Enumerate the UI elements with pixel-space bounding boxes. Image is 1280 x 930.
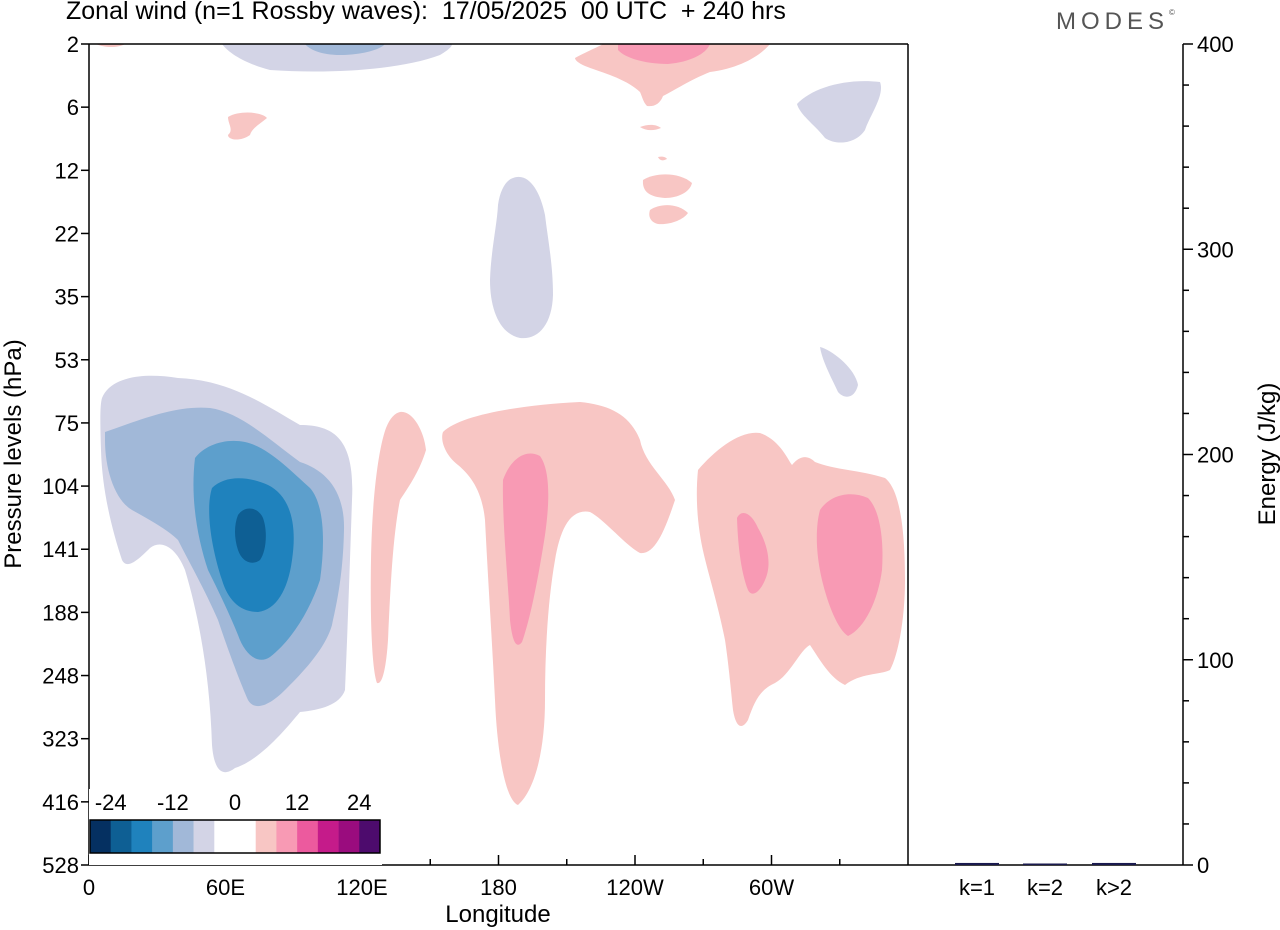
colorbar-swatch (193, 820, 215, 853)
energy-bar (1023, 863, 1067, 865)
wavenumber-label: k=1 (959, 875, 995, 900)
colorbar-swatch (152, 820, 174, 853)
energy-tick-label: 0 (1197, 853, 1209, 878)
energy-panel: 0 100 200 300 400 k=1 k=2 k>2 Energy (J/kg) (908, 32, 1280, 900)
contour-pos-4-s2 (640, 124, 661, 131)
longitude-tick-label: 180 (480, 875, 517, 900)
pressure-tick-label: 6 (67, 95, 79, 120)
energy-bars (955, 862, 1136, 865)
energy-axis-label: Energy (J/kg) (1254, 383, 1280, 526)
contour-pos-4-top (575, 44, 770, 107)
pressure-tick-label: 12 (55, 158, 79, 183)
contour-pos-4-s3 (658, 156, 667, 161)
colorbar-swatch (359, 820, 381, 853)
colorbar-swatch (110, 820, 132, 853)
chart-title: Zonal wind (n=1 Rossby waves): 17/05/202… (66, 0, 786, 25)
contour-pos-4-s1 (228, 112, 267, 140)
logo-text: MODES (1056, 8, 1170, 35)
pressure-tick-label: 188 (42, 600, 79, 625)
pressure-tick-label: 2 (67, 32, 79, 57)
longitude-tick-label: 120E (336, 875, 387, 900)
pressure-tick-label: 323 (42, 727, 79, 752)
contour-pos-8-b (737, 513, 769, 594)
pressure-tick-label: 53 (55, 348, 79, 373)
longitude-tick-label: 0 (83, 875, 95, 900)
pressure-axis: 2 6 12 22 35 53 75 104 141 188 248 323 416 528 (42, 32, 89, 878)
pressure-tick-label: 141 (42, 537, 79, 562)
wavenumber-label: k=2 (1027, 875, 1063, 900)
contour-field (96, 44, 905, 865)
energy-tick-label: 200 (1197, 443, 1234, 468)
colorbar-label: -24 (95, 790, 127, 815)
wavenumber-axis: k=1 k=2 k>2 (959, 875, 1132, 900)
contour-pos-4-s5 (649, 205, 688, 225)
energy-tick-label: 400 (1197, 32, 1234, 57)
contour-pos-4-b (442, 402, 675, 805)
pressure-tick-label: 22 (55, 221, 79, 246)
logo-mark: © (1169, 8, 1175, 17)
contour-neg-4-ne (797, 81, 882, 143)
modes-logo: MODES© (1056, 8, 1175, 36)
colorbar-swatch (297, 820, 319, 853)
colorbar-legend: -24 -12 0 12 24 (89, 789, 382, 865)
colorbar-label: 24 (347, 790, 371, 815)
colorbar-label: 0 (229, 790, 241, 815)
pressure-tick-label: 75 (55, 411, 79, 436)
x-axis-label: Longitude (445, 901, 550, 928)
wavenumber-label: k>2 (1096, 875, 1132, 900)
longitude-tick-label: 60W (749, 875, 794, 900)
colorbar-swatch (172, 820, 194, 853)
contour-neg-4-e (820, 347, 858, 397)
colorbar-label: 12 (285, 790, 309, 815)
longitude-axis: 0 60E 120E 180 120W 60W (83, 855, 841, 900)
energy-tick-label: 100 (1197, 648, 1234, 673)
energy-bar (955, 862, 999, 865)
pressure-tick-label: 528 (42, 853, 79, 878)
pressure-tick-label: 104 (42, 474, 79, 499)
contour-panel: 2 6 12 22 35 53 75 104 141 188 248 323 416 528 0 60E 12… (0, 32, 909, 928)
contour-pos-4-a (370, 411, 426, 684)
pressure-tick-label: 416 (42, 790, 79, 815)
colorbar-swatch (317, 820, 339, 853)
energy-bar (1092, 862, 1136, 865)
colorbar-swatch (214, 820, 236, 853)
pressure-tick-label: 35 (55, 285, 79, 310)
longitude-tick-label: 60E (206, 875, 245, 900)
contour-pos-8-c (816, 494, 883, 636)
colorbar-swatch (276, 820, 298, 853)
colorbar-swatch (90, 820, 112, 853)
colorbar-swatch (131, 820, 153, 853)
colorbar-swatch (338, 820, 360, 853)
contour-pos-8-top (618, 44, 710, 64)
contour-pos-8-a (502, 453, 549, 645)
energy-tick-label: 300 (1197, 237, 1234, 262)
contour-neg-4-strat (490, 176, 553, 339)
colorbar-label: -12 (157, 790, 189, 815)
contour-neg-4-top (222, 44, 452, 72)
longitude-tick-label: 120W (606, 875, 664, 900)
colorbar-swatch (255, 820, 277, 853)
contour-neg-20 (235, 508, 266, 563)
y-axis-label: Pressure levels (hPa) (0, 339, 27, 568)
energy-axis: 0 100 200 300 400 (1183, 32, 1234, 878)
contour-pos-4-s4 (642, 174, 692, 198)
colorbar-swatch (235, 820, 257, 853)
pressure-tick-label: 248 (42, 664, 79, 689)
contour-neg-8-top (305, 44, 385, 55)
